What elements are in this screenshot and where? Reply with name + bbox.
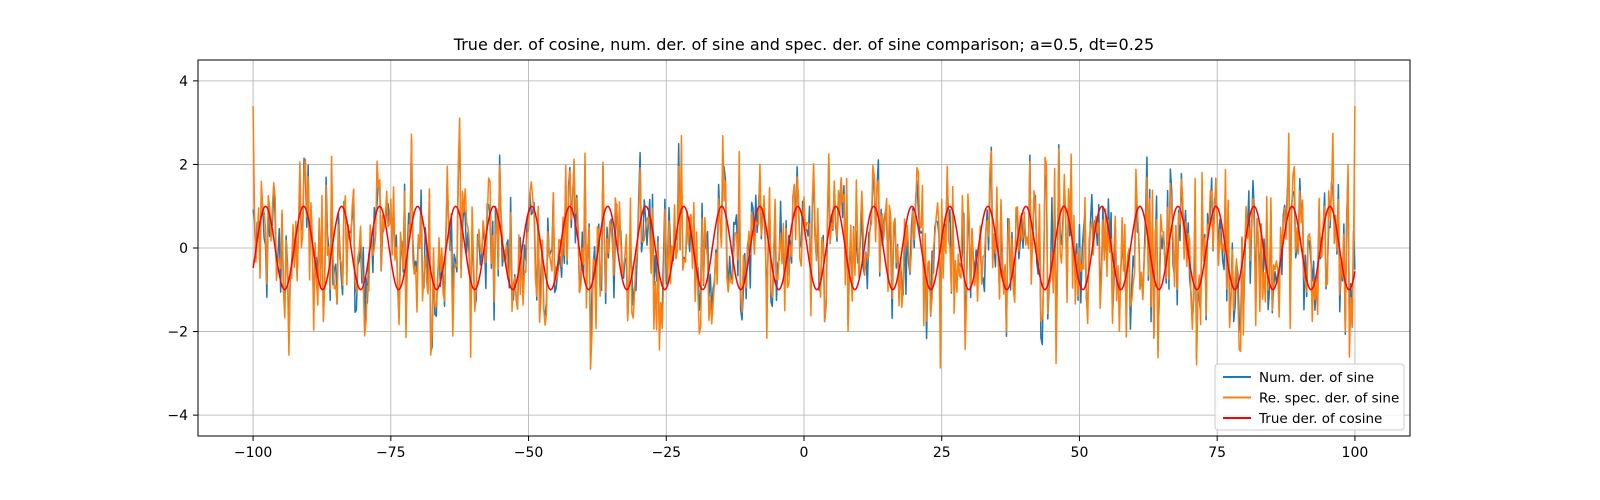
ticks: −100 −75 −50 −25 0 25 50 75 100 −4 −2 0 2 4	[167, 74, 1368, 461]
y-tick-label: 2	[179, 157, 188, 173]
chart-title: True der. of cosine, num. der. of sine a…	[453, 35, 1154, 54]
legend-box	[1214, 363, 1405, 431]
x-tick-label: 25	[933, 445, 951, 461]
x-tick-label: −25	[651, 445, 681, 461]
series-layer	[252, 105, 1356, 370]
y-tick-label: −4	[167, 408, 188, 424]
legend-label-0: Num. der. of sine	[1259, 370, 1374, 386]
x-tick-label: 50	[1071, 445, 1089, 461]
x-tick-label: −50	[514, 445, 544, 461]
series-line-2	[252, 205, 1356, 291]
x-tick-label: −100	[234, 445, 272, 461]
legend: Num. der. of sine Re. spec. der. of sine T…	[1214, 363, 1405, 431]
y-tick-label: −2	[167, 325, 188, 341]
x-tick-label: −75	[376, 445, 406, 461]
y-tick-label: 0	[179, 241, 188, 257]
x-tick-label: 100	[1342, 445, 1369, 461]
series-line-1	[252, 105, 1356, 370]
legend-label-2: True der. of cosine	[1258, 411, 1382, 427]
legend-label-1: Re. spec. der. of sine	[1259, 391, 1399, 407]
x-tick-label: 0	[800, 445, 809, 461]
y-tick-label: 4	[179, 74, 188, 90]
x-tick-label: 75	[1208, 445, 1226, 461]
